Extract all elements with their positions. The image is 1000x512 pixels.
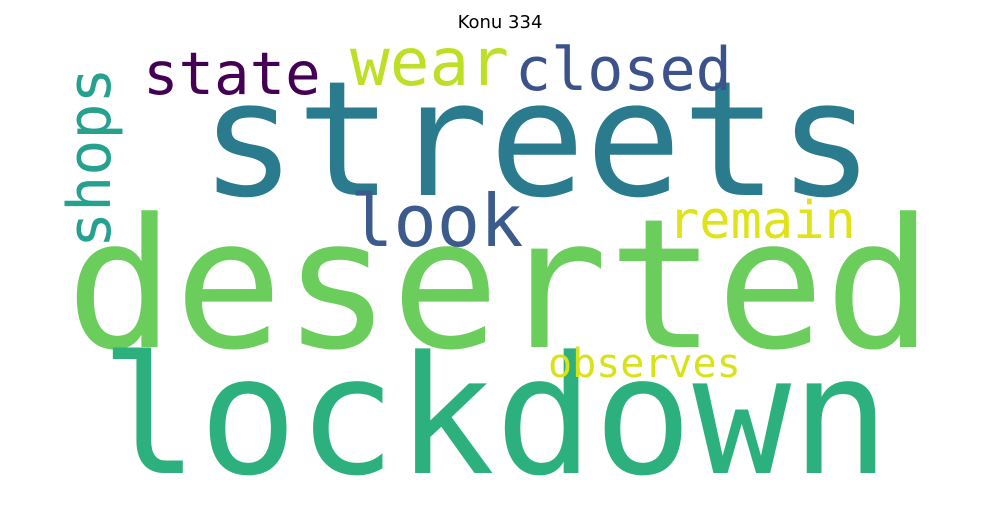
chart-title: Konu 334 xyxy=(457,12,543,33)
word-remain: remain xyxy=(668,191,856,251)
word-wear: wear xyxy=(350,24,509,101)
word-look: look xyxy=(350,179,524,263)
word-deserted: deserted xyxy=(66,181,933,390)
word-state: state xyxy=(143,39,321,108)
word-shops: shops xyxy=(55,67,125,248)
word-lockdown: lockdown xyxy=(100,321,890,512)
word-observes: observes xyxy=(548,341,741,387)
word-cloud: streets deserted lockdown state wear clo… xyxy=(55,24,933,512)
word-streets: streets xyxy=(200,46,875,233)
word-closed: closed xyxy=(515,35,732,105)
